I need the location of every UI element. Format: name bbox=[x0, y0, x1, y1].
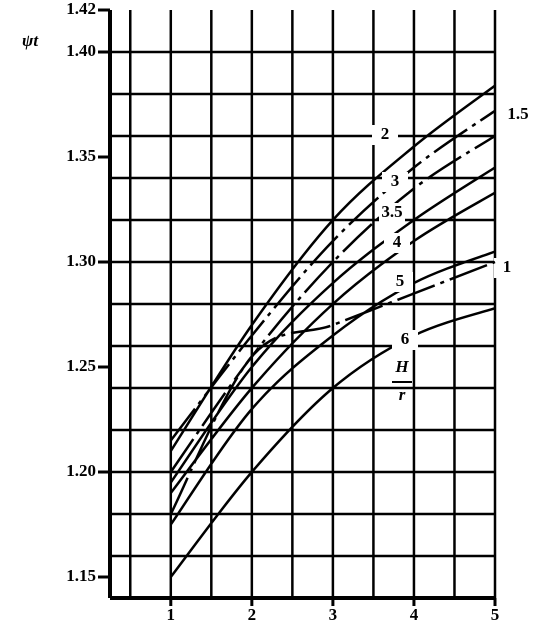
curve bbox=[169, 307, 496, 578]
x-tick-label: 3 bbox=[329, 605, 338, 624]
curve bbox=[169, 250, 496, 526]
curve-label: 2 bbox=[381, 124, 390, 143]
curve-label: 3 bbox=[391, 171, 400, 190]
curve-label: 1.5 bbox=[507, 104, 528, 123]
y-tick-label: 1.35 bbox=[66, 146, 96, 165]
curve-label-bg bbox=[372, 125, 398, 145]
curve bbox=[169, 134, 496, 473]
y-axis-label: ψt bbox=[22, 31, 39, 50]
curve-label-bg bbox=[392, 330, 418, 350]
legend-title-denominator: r bbox=[399, 385, 406, 404]
curve-label: 1 bbox=[503, 257, 512, 276]
curve-label-bg bbox=[384, 233, 410, 253]
curve bbox=[169, 84, 496, 452]
curve bbox=[169, 260, 496, 515]
y-tick-label: 1.20 bbox=[66, 461, 96, 480]
curve-label: 4 bbox=[393, 232, 402, 251]
x-tick-label: 4 bbox=[410, 605, 419, 624]
y-tick-label: 1.42 bbox=[66, 0, 96, 18]
curve-label-bg bbox=[382, 172, 408, 192]
y-tick-label: 1.25 bbox=[66, 356, 96, 375]
x-tick-label: 5 bbox=[491, 605, 500, 624]
x-tick-label: 2 bbox=[248, 605, 257, 624]
curve bbox=[169, 191, 496, 494]
curve-label-bg bbox=[379, 203, 405, 223]
curve-label-bg bbox=[494, 258, 520, 278]
y-tick-label: 1.40 bbox=[66, 41, 96, 60]
legend-title-numerator: H bbox=[394, 357, 409, 376]
curve-label: 6 bbox=[401, 329, 410, 348]
x-tick-label: 1 bbox=[167, 605, 176, 624]
curve bbox=[169, 109, 496, 442]
curve-label-bg bbox=[387, 272, 413, 292]
y-tick-label: 1.30 bbox=[66, 251, 96, 270]
y-tick-label: 1.15 bbox=[66, 566, 96, 585]
curve-label: 3.5 bbox=[381, 202, 402, 221]
curve-label: 5 bbox=[396, 271, 405, 290]
curve-label-bg bbox=[505, 105, 531, 125]
